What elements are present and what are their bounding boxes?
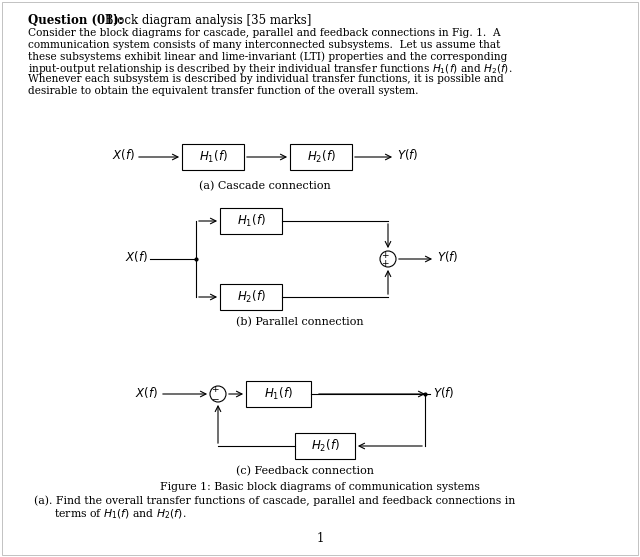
Bar	[246, 381, 311, 407]
Text: Block diagram analysis [35 marks]: Block diagram analysis [35 marks]	[101, 14, 312, 27]
Text: Question (01):: Question (01):	[28, 14, 123, 27]
Text: (a) Cascade connection: (a) Cascade connection	[199, 181, 331, 191]
Text: $H_2(f)$: $H_2(f)$	[237, 289, 266, 305]
Text: communication system consists of many interconnected subsystems.  Let us assume : communication system consists of many in…	[28, 40, 500, 50]
Text: (c) Feedback connection: (c) Feedback connection	[236, 466, 374, 476]
Text: +: +	[211, 385, 219, 394]
Text: (b) Parallel connection: (b) Parallel connection	[236, 317, 364, 328]
Text: $H_1(f)$: $H_1(f)$	[264, 386, 293, 402]
Text: these subsystems exhibit linear and lime-invariant (LTI) properties and the corr: these subsystems exhibit linear and lime…	[28, 51, 508, 62]
Text: $Y(f)$: $Y(f)$	[437, 250, 458, 265]
Bar	[295, 433, 355, 459]
Circle shape	[210, 386, 226, 402]
Text: desirable to obtain the equivalent transfer function of the overall system.: desirable to obtain the equivalent trans…	[28, 86, 419, 95]
Text: $X(f)$: $X(f)$	[125, 250, 148, 265]
Text: Consider the block diagrams for cascade, parallel and feedback connections in Fi: Consider the block diagrams for cascade,…	[28, 28, 500, 38]
Text: 1: 1	[316, 532, 324, 545]
Text: $H_2(f)$: $H_2(f)$	[307, 149, 335, 165]
Text: +: +	[381, 260, 388, 268]
Bar	[220, 208, 282, 234]
Circle shape	[380, 251, 396, 267]
Text: $Y(f)$: $Y(f)$	[397, 148, 419, 163]
Text: input-output relationship is described by their individual transfer functions $H: input-output relationship is described b…	[28, 62, 513, 76]
Text: $Y(f)$: $Y(f)$	[433, 384, 454, 399]
Text: Whenever each subsystem is described by individual transfer functions, it is pos: Whenever each subsystem is described by …	[28, 74, 504, 84]
Text: $X(f)$: $X(f)$	[135, 384, 158, 399]
Text: $H_1(f)$: $H_1(f)$	[237, 213, 266, 229]
Text: terms of $H_1(f)$ and $H_2(f)$.: terms of $H_1(f)$ and $H_2(f)$.	[54, 507, 186, 521]
Text: (a). Find the overall transfer functions of cascade, parallel and feedback conne: (a). Find the overall transfer functions…	[34, 495, 515, 506]
Text: $X(f)$: $X(f)$	[112, 148, 135, 163]
Text: $H_2(f)$: $H_2(f)$	[310, 438, 339, 454]
Bar	[290, 144, 352, 170]
Text: $H_1(f)$: $H_1(f)$	[198, 149, 227, 165]
Text: Figure 1: Basic block diagrams of communication systems: Figure 1: Basic block diagrams of commun…	[160, 482, 480, 492]
Bar	[182, 144, 244, 170]
Bar	[220, 284, 282, 310]
Text: −: −	[211, 394, 219, 403]
Text: +: +	[381, 251, 388, 260]
